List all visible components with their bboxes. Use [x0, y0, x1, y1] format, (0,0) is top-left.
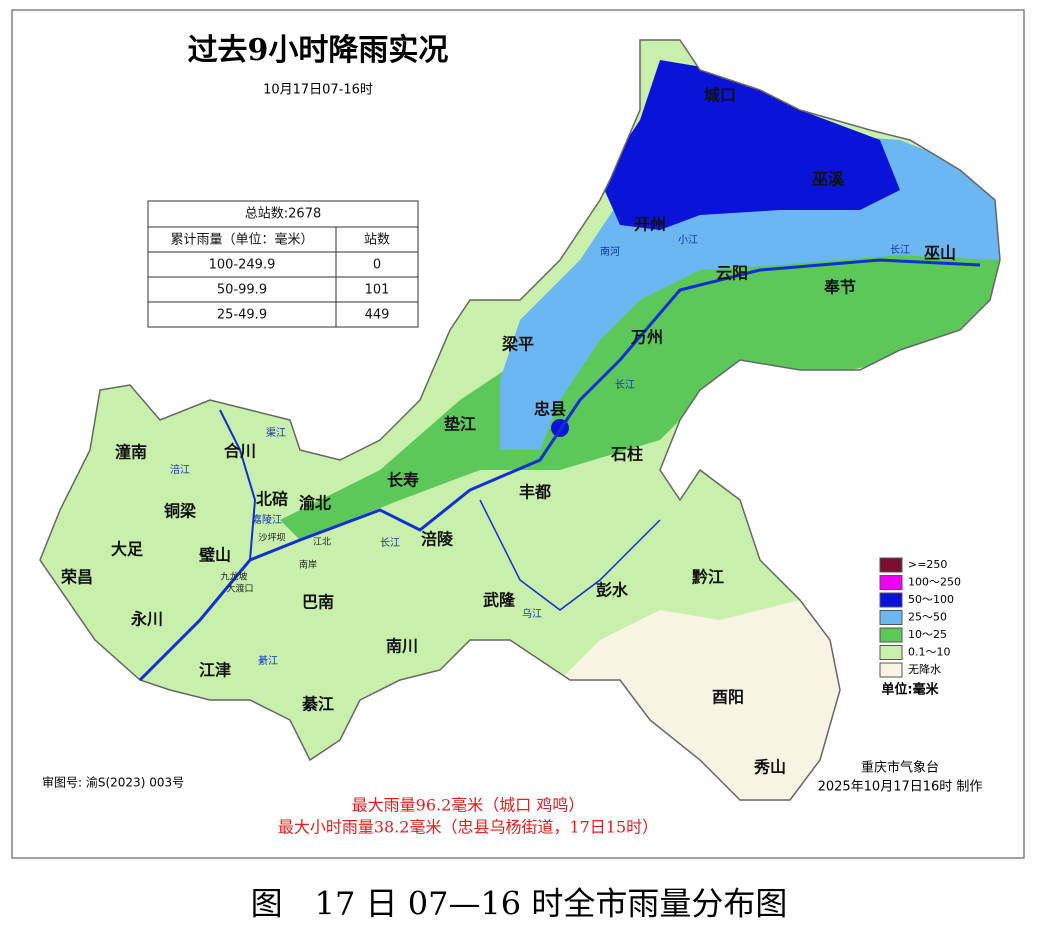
place: 荣昌 — [60, 568, 93, 587]
legend-unit: 单位:毫米 — [881, 682, 939, 698]
place: 綦江 — [301, 695, 334, 714]
place: 渝北 — [299, 494, 331, 513]
place: 酉阳 — [712, 688, 744, 707]
rain-storm — [600, 60, 900, 230]
approval-number: 审图号: 渝S(2023) 003号 — [42, 775, 184, 790]
yangtze-river — [138, 258, 981, 682]
district-label: 九龙坡 — [220, 571, 247, 583]
place: 南川 — [386, 637, 418, 656]
table-cell: 449 — [365, 308, 390, 323]
place: 石柱 — [610, 445, 643, 464]
producer: 重庆市气象台 — [861, 760, 939, 776]
jialing-river — [219, 409, 257, 561]
place: 云阳 — [716, 264, 748, 283]
title: 过去9小时降雨实况 — [188, 33, 449, 68]
max-hourly-note: 最大小时雨量38.2毫米（忠县乌杨街道，17日15时） — [278, 818, 658, 837]
produce-time: 2025年10月17日16时 制作 — [818, 780, 983, 795]
place: 开州 — [634, 215, 666, 234]
place: 黔江 — [692, 568, 724, 587]
district-label: 大渡口 — [226, 583, 253, 595]
place: 秀山 — [753, 758, 786, 777]
place: 涪陵 — [421, 530, 454, 549]
place: 铜梁 — [164, 502, 197, 521]
river-label: 綦江 — [258, 654, 278, 667]
table-header: 站数 — [364, 233, 390, 248]
wu-river — [479, 499, 661, 611]
max-rain-note: 最大雨量96.2毫米（城口 鸡鸣） — [352, 796, 585, 815]
river-label: 小江 — [678, 234, 698, 246]
legend-label: 25～50 — [908, 611, 947, 624]
place: 忠县 — [534, 400, 566, 419]
river-label: 长江 — [380, 537, 400, 549]
place: 巴南 — [302, 593, 334, 612]
river-label: 嘉陵江 — [252, 513, 282, 526]
place: 潼南 — [115, 443, 147, 462]
legend-swatch — [879, 627, 903, 643]
table-border — [147, 200, 419, 328]
legend-swatch — [879, 592, 903, 608]
legend-swatch — [879, 645, 903, 660]
legend-label: 10～25 — [908, 628, 947, 641]
table-header: 累计雨量（单位：毫米） — [170, 232, 313, 248]
subtitle: 10月17日07-16时 — [263, 83, 373, 98]
river-label: 长江 — [615, 379, 635, 391]
table-cell: 100-249.9 — [209, 258, 276, 273]
river-label: 南河 — [600, 245, 620, 258]
place: 奉节 — [823, 278, 856, 297]
river-label: 涪江 — [170, 463, 190, 476]
river-label: 乌江 — [522, 607, 542, 620]
district-label: 沙坪坝 — [258, 533, 285, 544]
place: 璧山 — [199, 546, 231, 565]
place: 丰都 — [519, 483, 551, 502]
table-cell: 50-99.9 — [217, 283, 267, 298]
rain-moderate — [280, 240, 1000, 540]
place: 长寿 — [387, 471, 419, 490]
table-cell: 0 — [373, 258, 381, 273]
table-cell: 25-49.9 — [217, 308, 267, 323]
place: 武隆 — [483, 591, 516, 610]
place: 城口 — [704, 86, 736, 105]
place: 巫山 — [924, 244, 956, 263]
place: 万州 — [630, 328, 663, 347]
place: 江津 — [199, 661, 231, 680]
legend-swatch — [879, 575, 903, 590]
legend-label: 50～100 — [908, 593, 954, 606]
place: 大足 — [111, 540, 144, 559]
legend-label: 100～250 — [908, 576, 961, 589]
legend-swatch — [879, 610, 903, 625]
district-label: 江北 — [313, 537, 331, 548]
legend-label: 0.1～10 — [908, 646, 951, 659]
no-rain — [560, 600, 860, 800]
place: 彭水 — [596, 581, 629, 600]
district-label: 南岸 — [299, 559, 317, 571]
place: 永川 — [130, 610, 163, 629]
legend-swatch — [879, 662, 903, 678]
legend-label: >=250 — [908, 558, 947, 571]
table-cell: 101 — [365, 283, 390, 298]
caption: 图 17 日 07—16 时全市雨量分布图 — [251, 885, 788, 923]
river-label: 渠江 — [266, 427, 286, 439]
river-label: 长江 — [890, 244, 910, 256]
stats-table — [147, 200, 419, 328]
place: 垫江 — [444, 415, 476, 434]
table-total: 总站数:2678 — [245, 207, 321, 222]
place: 巫溪 — [812, 170, 845, 189]
legend-swatch — [879, 557, 903, 573]
place: 北碚 — [256, 490, 288, 509]
place: 合川 — [224, 442, 256, 461]
legend: >=250 100～250 50～100 25～50 10～25 0.1～10 无降水 — [879, 557, 961, 678]
legend-label: 无降水 — [908, 662, 941, 676]
place: 梁平 — [501, 335, 534, 354]
